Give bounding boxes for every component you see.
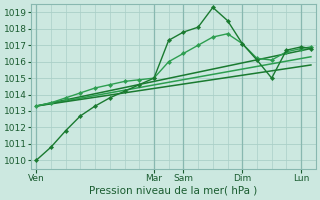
X-axis label: Pression niveau de la mer( hPa ): Pression niveau de la mer( hPa ) [90, 186, 258, 196]
